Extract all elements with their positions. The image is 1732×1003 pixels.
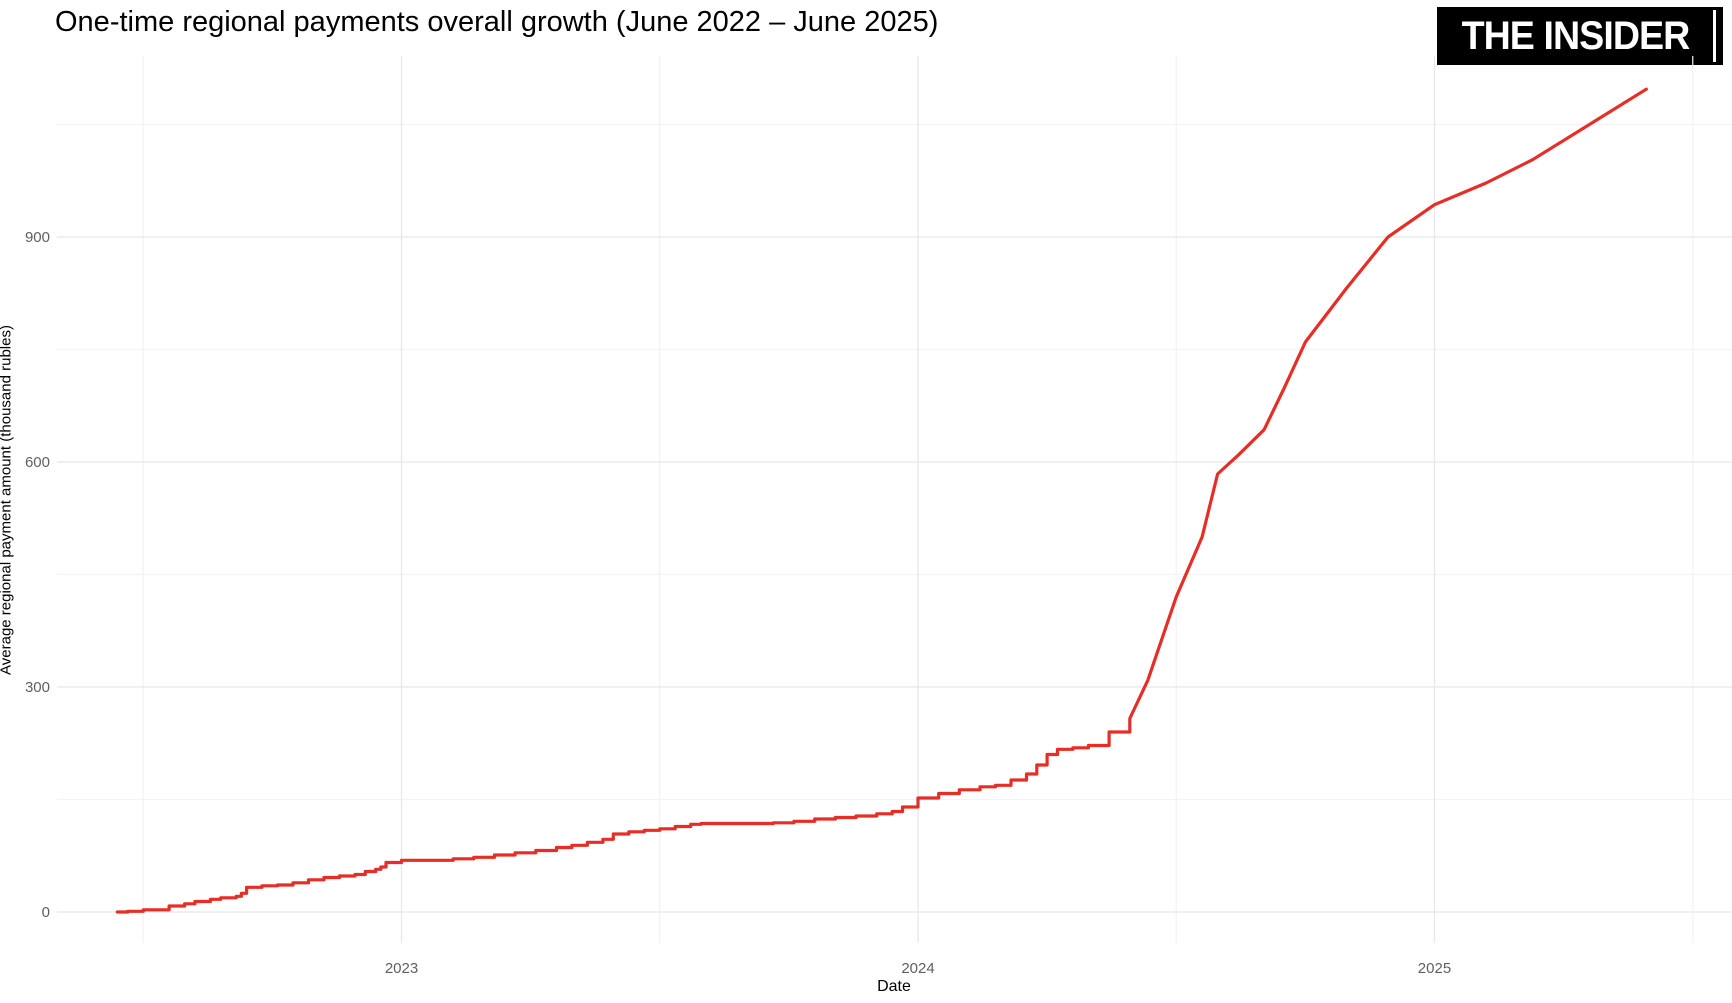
x-tick-label: 2023 xyxy=(385,960,418,977)
y-axis-title: Average regional payment amount (thousan… xyxy=(0,325,15,675)
x-tick-label: 2024 xyxy=(901,960,934,977)
payments-series-line xyxy=(115,87,1648,914)
x-axis-title: Date xyxy=(877,978,911,995)
chart-title: One-time regional payments overall growt… xyxy=(55,6,939,38)
x-tick-label: 2025 xyxy=(1418,960,1451,977)
logo-text: THE INSIDER xyxy=(1461,13,1690,58)
y-tick-label: 0 xyxy=(42,904,50,921)
the-insider-logo: THE INSIDER xyxy=(1437,7,1723,65)
y-tick-label: 600 xyxy=(25,454,50,471)
text-cursor-icon xyxy=(1713,10,1716,62)
y-tick-label: 300 xyxy=(25,679,50,696)
y-tick-label: 900 xyxy=(25,229,50,246)
